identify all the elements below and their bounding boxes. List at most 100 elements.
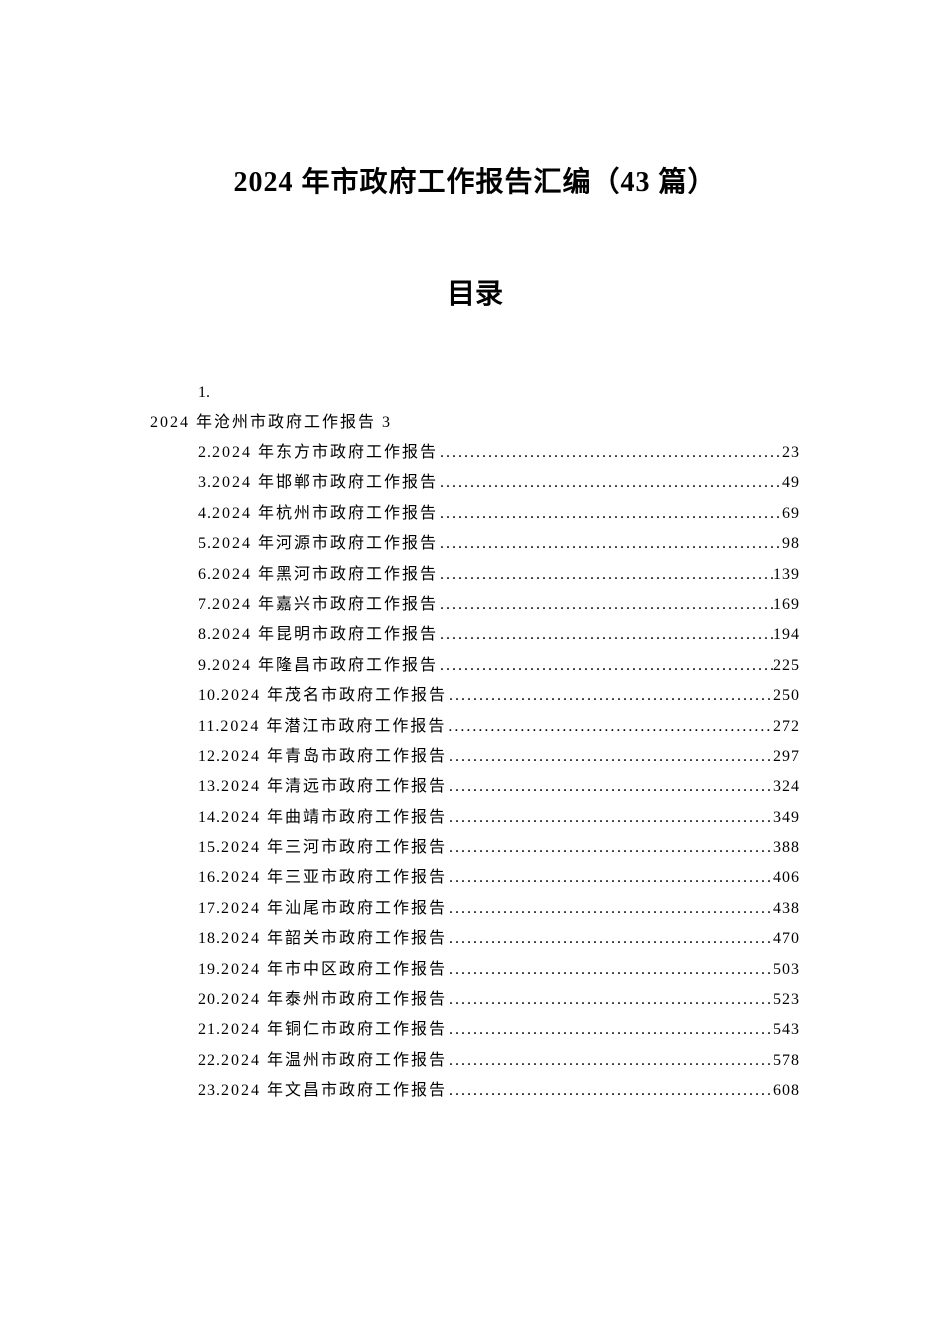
toc-entry-page: 194 [773, 620, 800, 650]
toc-entry-title: 2024 年文昌市政府工作报告 [221, 1076, 447, 1106]
toc-entry-number: 22. [198, 1046, 221, 1076]
toc-entry: 16.2024 年三亚市政府工作报告 406 [198, 863, 800, 893]
toc-entry-page: 349 [773, 803, 800, 833]
toc-entry-number: 3. [198, 468, 212, 498]
toc-entry: 5.2024 年河源市政府工作报告 98 [198, 529, 800, 559]
toc-heading: 目录 [150, 272, 800, 312]
toc-entry-page: 297 [773, 742, 800, 772]
toc-entry-page: 324 [773, 772, 800, 802]
toc-entry-title: 2024 年昆明市政府工作报告 [212, 620, 438, 650]
toc-leader-dots [447, 681, 773, 711]
toc-entry-title: 2024 年韶关市政府工作报告 [221, 924, 447, 954]
toc-entry-number: 21. [198, 1015, 221, 1045]
toc-entry-title: 2024 年温州市政府工作报告 [221, 1046, 447, 1076]
toc-entry-title: 2024 年铜仁市政府工作报告 [221, 1015, 447, 1045]
toc-entry-page: 23 [782, 438, 800, 468]
toc-entry-title: 2024 年杭州市政府工作报告 [212, 499, 438, 529]
toc-entry-title: 2024 年市中区政府工作报告 [221, 955, 447, 985]
toc-entry: 21.2024 年铜仁市政府工作报告543 [198, 1015, 800, 1045]
toc-entry-page: 503 [773, 955, 800, 985]
toc-leader-dots [447, 772, 773, 802]
toc-leader-dots [438, 529, 782, 559]
toc-entry-number: 4. [198, 499, 212, 529]
toc-entry-number: 12. [198, 742, 221, 772]
toc-entry-number: 10. [198, 681, 221, 711]
toc-entry-page: 250 [773, 681, 800, 711]
toc-first-entry-number: 1. [198, 384, 800, 402]
toc-entry: 23.2024 年文昌市政府工作报告 608 [198, 1076, 800, 1106]
toc-entry: 6.2024 年黑河市政府工作报告 139 [198, 560, 800, 590]
toc-entry: 2.2024 年东方市政府工作报告23 [198, 438, 800, 468]
toc-entry: 13.2024 年清远市政府工作报告324 [198, 772, 800, 802]
toc-entry-title: 2024 年隆昌市政府工作报告 [212, 651, 438, 681]
toc-entry-title: 2024 年清远市政府工作报告 [221, 772, 447, 802]
toc-entry-number: 11. [198, 712, 220, 742]
toc-entry-page: 578 [773, 1046, 800, 1076]
toc-entry: 15.2024 年三河市政府工作报告 388 [198, 833, 800, 863]
toc-list: 2.2024 年东方市政府工作报告233.2024 年邯郸市政府工作报告494.… [198, 438, 800, 1107]
toc-entry: 18.2024 年韶关市政府工作报告 470 [198, 924, 800, 954]
toc-leader-dots [447, 924, 773, 954]
toc-entry-number: 7. [198, 590, 212, 620]
toc-leader-dots [447, 1046, 773, 1076]
toc-entry-title: 2024 年东方市政府工作报告 [212, 438, 438, 468]
toc-entry-title: 2024 年泰州市政府工作报告 [221, 985, 447, 1015]
toc-entry-number: 9. [198, 651, 212, 681]
toc-leader-dots [438, 468, 782, 498]
toc-entry: 11.2024 年潜江市政府工作报告 272 [198, 712, 800, 742]
toc-first-entry-text: 2024 年沧州市政府工作报告 3 [150, 408, 800, 432]
toc-leader-dots [438, 651, 773, 681]
toc-entry-page: 139 [773, 560, 800, 590]
document-title: 2024 年市政府工作报告汇编（43 篇） [150, 160, 800, 200]
toc-leader-dots [438, 560, 773, 590]
toc-entry-number: 17. [198, 894, 221, 924]
toc-entry-title: 2024 年邯郸市政府工作报告 [212, 468, 438, 498]
toc-entry: 20.2024 年泰州市政府工作报告523 [198, 985, 800, 1015]
toc-entry-page: 49 [782, 468, 800, 498]
toc-entry-title: 2024 年三河市政府工作报告 [221, 833, 447, 863]
toc-entry-title: 2024 年潜江市政府工作报告 [220, 712, 446, 742]
toc-entry-page: 388 [773, 833, 800, 863]
toc-leader-dots [446, 712, 773, 742]
toc-entry-title: 2024 年嘉兴市政府工作报告 [212, 590, 438, 620]
toc-entry-title: 2024 年黑河市政府工作报告 [212, 560, 438, 590]
toc-entry-title: 2024 年三亚市政府工作报告 [221, 863, 447, 893]
toc-leader-dots [447, 863, 773, 893]
toc-entry-title: 2024 年河源市政府工作报告 [212, 529, 438, 559]
toc-entry-page: 406 [773, 863, 800, 893]
toc-entry-page: 69 [782, 499, 800, 529]
toc-leader-dots [438, 620, 773, 650]
toc-entry-number: 19. [198, 955, 221, 985]
toc-leader-dots [438, 590, 773, 620]
toc-entry-number: 18. [198, 924, 221, 954]
toc-entry-number: 5. [198, 529, 212, 559]
toc-entry-page: 98 [782, 529, 800, 559]
toc-entry-title: 2024 年茂名市政府工作报告 [221, 681, 447, 711]
toc-leader-dots [438, 499, 782, 529]
toc-entry-page: 608 [773, 1076, 800, 1106]
toc-entry-number: 14. [198, 803, 221, 833]
toc-leader-dots [447, 894, 773, 924]
toc-leader-dots [438, 438, 782, 468]
toc-entry-number: 16. [198, 863, 221, 893]
toc-entry-page: 470 [773, 924, 800, 954]
toc-entry-page: 272 [773, 712, 800, 742]
toc-entry: 17.2024 年汕尾市政府工作报告438 [198, 894, 800, 924]
toc-leader-dots [447, 1076, 773, 1106]
toc-entry-page: 523 [773, 985, 800, 1015]
toc-entry-page: 438 [773, 894, 800, 924]
toc-entry: 19.2024 年市中区政府工作报告 503 [198, 955, 800, 985]
toc-entry: 22.2024 年温州市政府工作报告 578 [198, 1046, 800, 1076]
toc-entry: 12.2024 年青岛市政府工作报告297 [198, 742, 800, 772]
toc-entry-page: 225 [773, 651, 800, 681]
toc-entry-page: 169 [773, 590, 800, 620]
toc-entry-number: 15. [198, 833, 221, 863]
toc-entry: 10.2024 年茂名市政府工作报告 250 [198, 681, 800, 711]
toc-leader-dots [447, 803, 773, 833]
toc-entry: 8.2024 年昆明市政府工作报告194 [198, 620, 800, 650]
toc-leader-dots [447, 985, 773, 1015]
toc-entry: 7.2024 年嘉兴市政府工作报告 169 [198, 590, 800, 620]
toc-entry-number: 23. [198, 1076, 221, 1106]
toc-entry-number: 6. [198, 560, 212, 590]
toc-leader-dots [447, 742, 773, 772]
